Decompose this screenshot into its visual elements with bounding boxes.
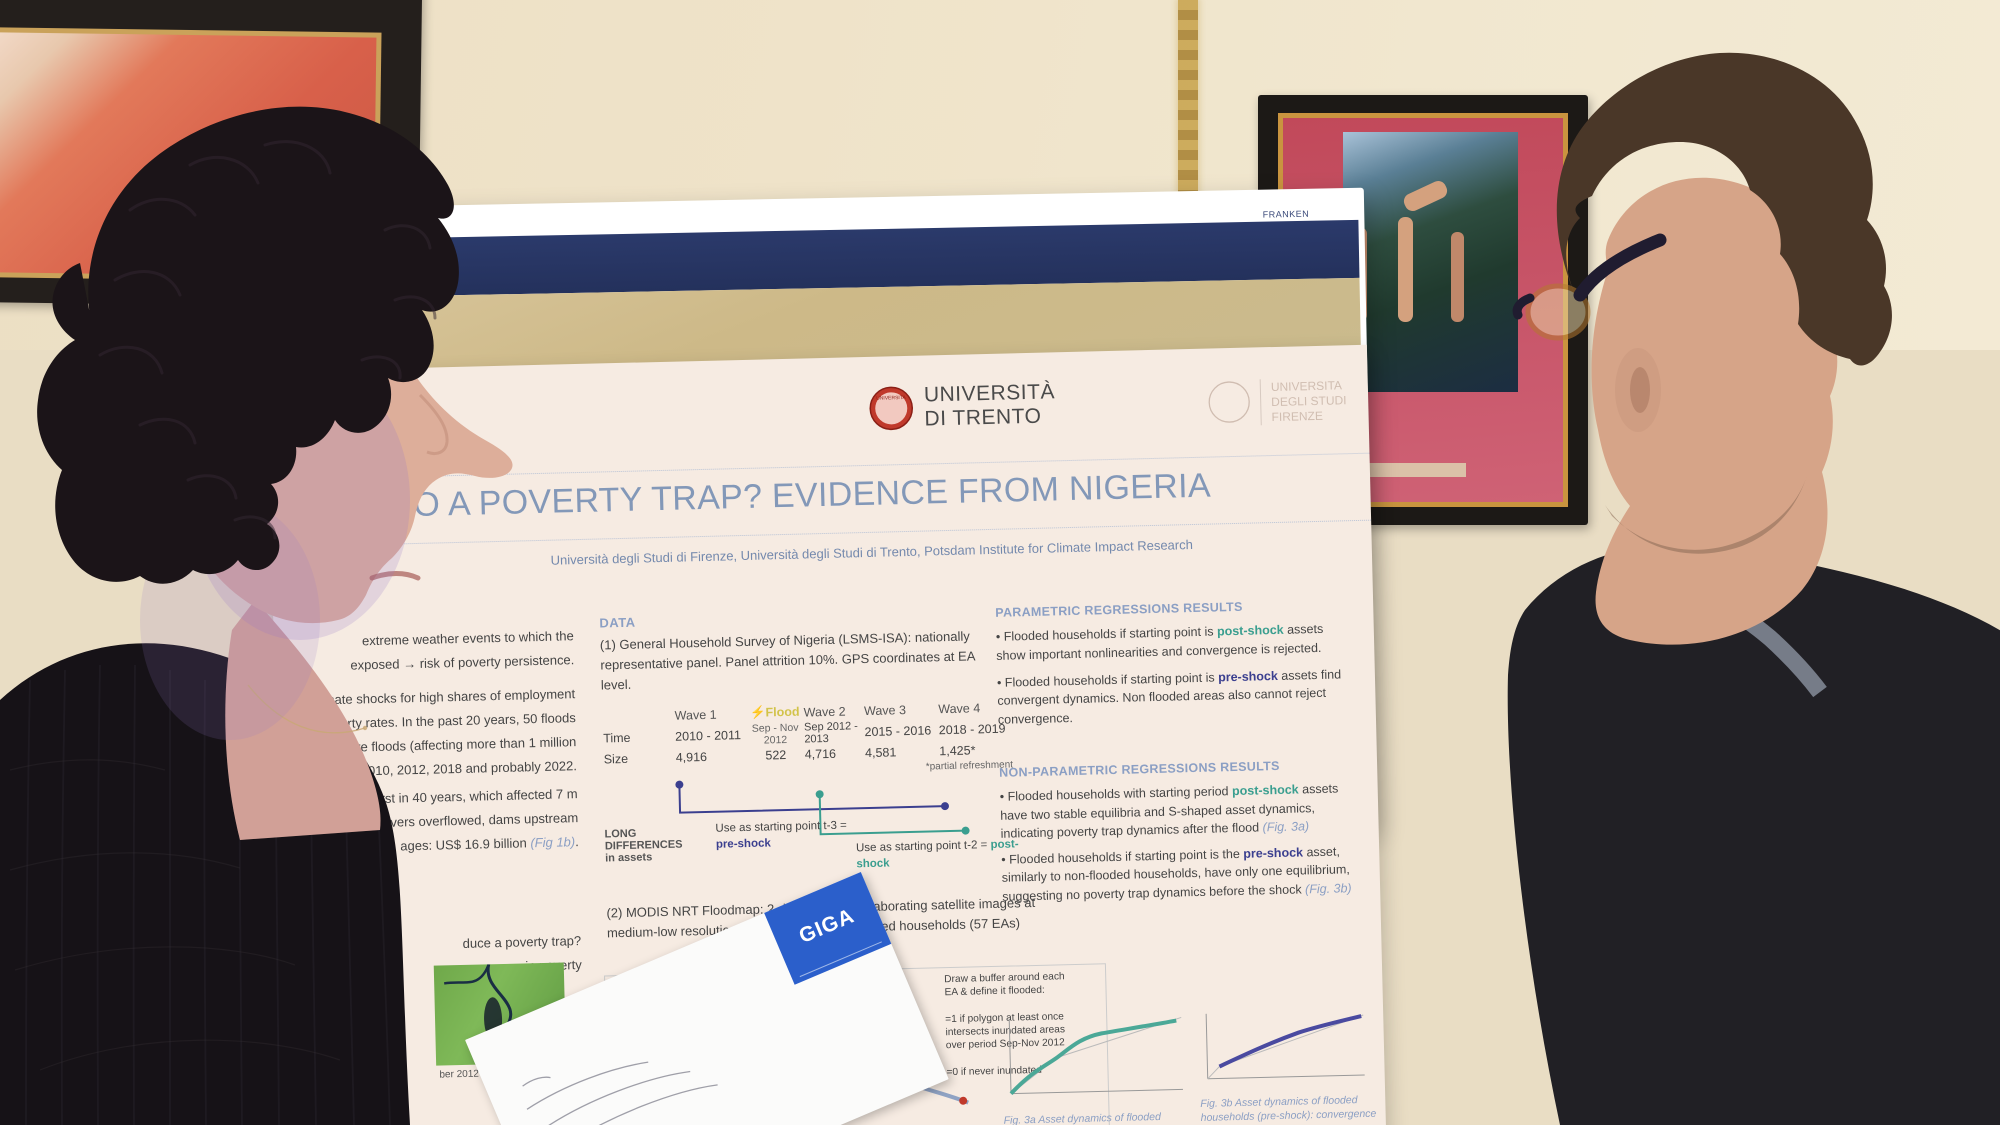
svg-text:UNIVERSITA: UNIVERSITA: [876, 395, 906, 402]
